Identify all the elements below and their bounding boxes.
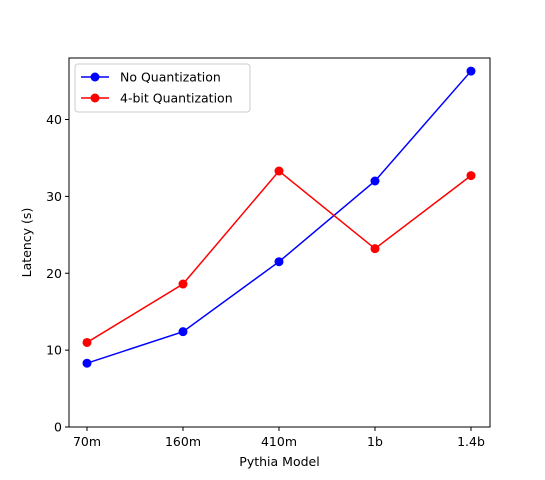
data-point [82,337,92,347]
y-tick-label: 30 [46,189,62,204]
data-point [370,176,380,186]
plot-frame [68,57,491,428]
legend-label: 4-bit Quantization [120,91,233,106]
y-tick-label: 10 [46,343,62,358]
x-tick-label: 1.4b [457,434,485,449]
legend-entry-0: No Quantization [81,70,221,85]
x-axis-label: Pythia Model [239,454,319,469]
x-tick-label: 1b [367,434,383,449]
series-0 [82,66,476,368]
series-group [82,66,476,368]
data-point [82,358,92,368]
data-point [466,66,476,76]
data-point [466,171,476,181]
y-tick-label: 40 [46,112,62,127]
y-axis-label: Latency (s) [19,208,34,278]
series-1 [82,166,476,347]
data-point [370,244,380,254]
data-point [274,257,284,267]
x-tick-label: 160m [165,434,201,449]
legend-box [74,63,251,113]
data-point [178,327,188,337]
legend-entry-1: 4-bit Quantization [81,91,233,106]
plot-area [69,58,490,427]
y-tick-label: 0 [54,420,62,435]
data-point [274,166,284,176]
legend-marker [90,93,100,103]
legend-marker [90,72,100,82]
legend-label: No Quantization [120,70,221,85]
y-axis-ticks: 0 10 20 30 40 [46,112,69,435]
x-tick-label: 70m [73,434,101,449]
x-axis-ticks: 70m 160m 410m 1b 1.4b [73,427,485,449]
data-point [178,279,188,289]
x-tick-label: 410m [261,434,297,449]
legend: No Quantization 4-bit Quantization [74,63,251,113]
y-tick-label: 20 [46,266,62,281]
